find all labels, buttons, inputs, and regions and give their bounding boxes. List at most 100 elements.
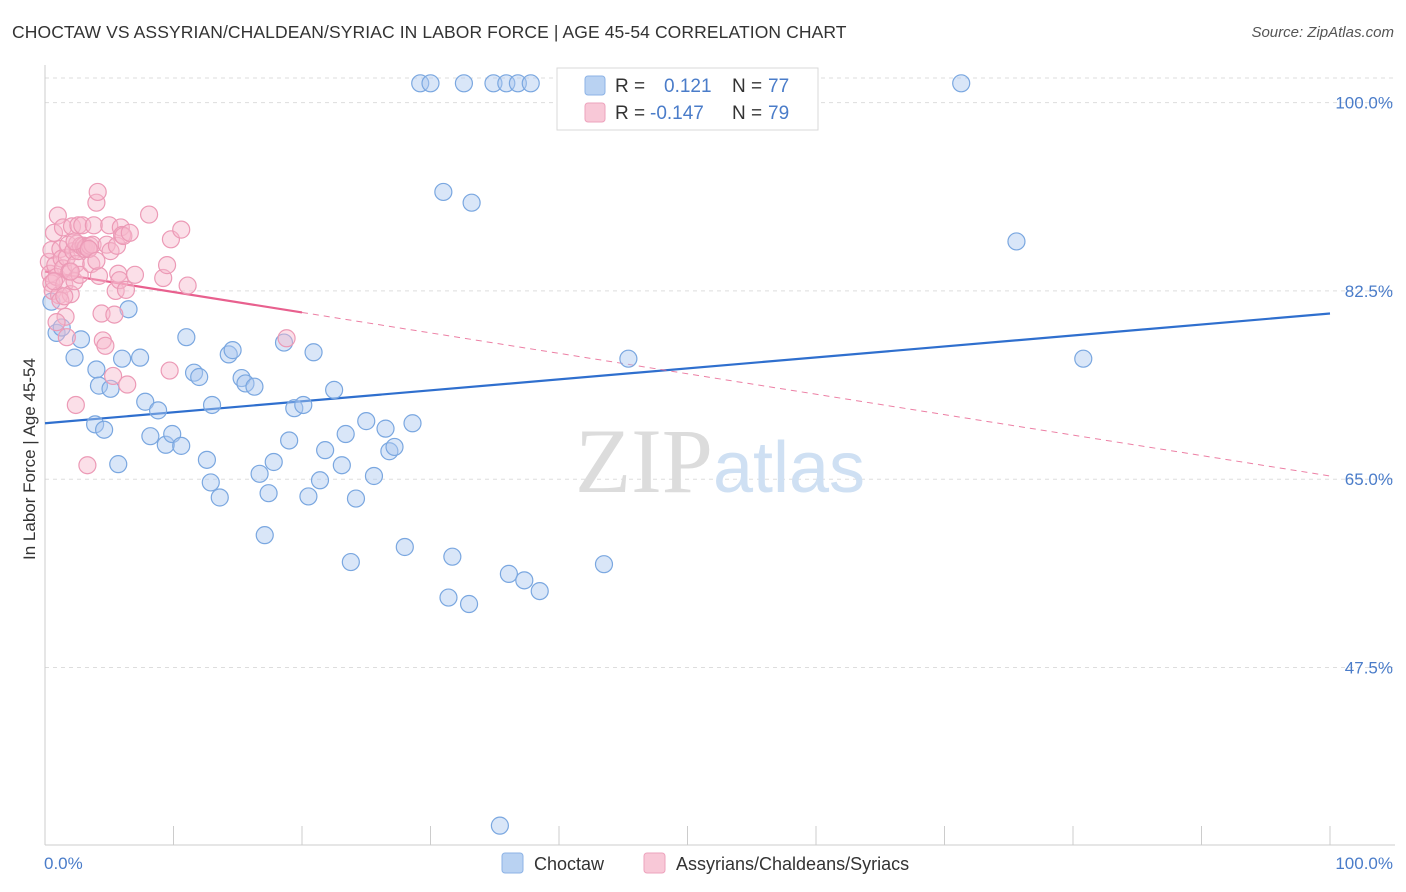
choctaw-point [376,419,395,438]
choctaw-point [304,343,323,362]
choctaw-point [52,318,71,337]
choctaw-point [490,816,509,835]
assyrian-point [120,223,139,242]
choctaw-point [112,349,132,368]
assyrian-point [118,375,137,394]
choctaw-point [521,74,540,93]
choctaw-point [109,455,128,474]
assyrian-point [84,216,103,235]
legend-r-value: 0.121 [664,76,712,97]
assyrian-point [277,329,296,348]
assyrian-point [57,248,76,267]
choctaw-point [177,328,196,347]
legend-swatch-blue [584,75,606,96]
assyrian-point [66,395,85,415]
choctaw-point [508,74,527,93]
choctaw-point [172,436,191,455]
choctaw-point [530,581,549,601]
assyrian-point [178,276,197,295]
assyrian-point [125,265,145,284]
y-tick-label: 65.0% [1345,470,1393,489]
assyrian-point [107,236,127,255]
y-axis-label: In Labor Force | Age 45-54 [20,358,39,560]
series-legend-swatch-assyrian [643,852,666,874]
y-tick-label: 47.5% [1345,658,1393,677]
assyrian-point [105,305,124,324]
axes [44,65,1395,846]
legend-n-value: 79 [768,103,789,124]
legend-r-label: R = [615,103,645,124]
assyrian-point [44,272,64,291]
choctaw-point [459,594,479,614]
assyrian-point [78,456,97,475]
choctaw-point [65,348,84,367]
choctaw-point [484,74,503,93]
choctaw-point [364,466,384,486]
legend-n-value: 77 [768,76,789,97]
series-legend-assyrian: Assyrians/Chaldeans/Syriacs [676,854,909,874]
choctaw-point [594,555,614,574]
choctaw-point [346,489,366,508]
assyrian-point [92,304,111,323]
choctaw-point [119,300,138,319]
assyrian-point [57,328,76,347]
choctaw-point [443,547,462,566]
choctaw-point [95,420,114,439]
source-credit: Source: ZipAtlas.com [1251,24,1394,41]
legend-r-value: -0.147 [650,103,704,124]
series-legend-swatch-choctaw [501,852,524,874]
choctaw-point [462,193,481,212]
choctaw-point [280,431,299,450]
choctaw-point [210,488,229,507]
assyrian-point [157,256,177,275]
y-tick-label: 82.5% [1345,282,1393,301]
series-legend-choctaw: Choctaw [534,854,605,874]
assyrian-point [56,307,75,326]
x-tick-label: 0.0% [44,854,83,873]
choctaw-point [411,74,430,93]
correlation-legend: R = 0.121 N = 77 R = -0.147 N = 79 [556,67,819,131]
choctaw-point [190,367,209,387]
assyrian-point [116,280,136,299]
choctaw-point [141,427,160,446]
choctaw-point [619,349,638,368]
choctaw-point [434,182,453,202]
choctaw-point [148,401,168,420]
choctaw-point [454,74,474,93]
choctaw-point [952,74,971,93]
y-tick-label: 100.0% [1335,94,1393,113]
choctaw-point [259,484,278,503]
choctaw-point [130,348,150,367]
choctaw-point [86,415,105,434]
assyrian-point [65,232,84,251]
assyrian-point [89,266,109,285]
assyrian-point [96,336,115,355]
assyrian-point [104,366,123,386]
choctaw-point [202,395,222,415]
chart-title: CHOCTAW VS ASSYRIAN/CHALDEAN/SYRIAC IN L… [12,22,847,42]
watermark-zip: ZIP [575,410,713,512]
assyrian-point [48,206,67,225]
assyrian-point [100,216,119,235]
choctaw-point [332,456,351,475]
legend-n-label: N = [732,76,762,97]
choctaw-point [299,487,318,506]
choctaw-point [89,376,109,395]
assyrian-point [87,251,106,270]
watermark-atlas: atlas [713,428,865,508]
x-tick-label: 100.0% [1335,854,1393,873]
choctaw-point [47,323,66,342]
choctaw-point [385,437,404,457]
choctaw-point [136,392,155,411]
choctaw-point [250,464,269,483]
choctaw-point [336,424,355,444]
choctaw-point [1007,232,1026,251]
choctaw-point [255,526,274,545]
assyrian-point [172,220,191,239]
watermark: ZIPatlas [575,410,865,512]
choctaw-point [515,571,534,590]
choctaw-point [310,471,330,490]
choctaw-point [223,341,242,360]
assyrian-point [55,287,74,306]
